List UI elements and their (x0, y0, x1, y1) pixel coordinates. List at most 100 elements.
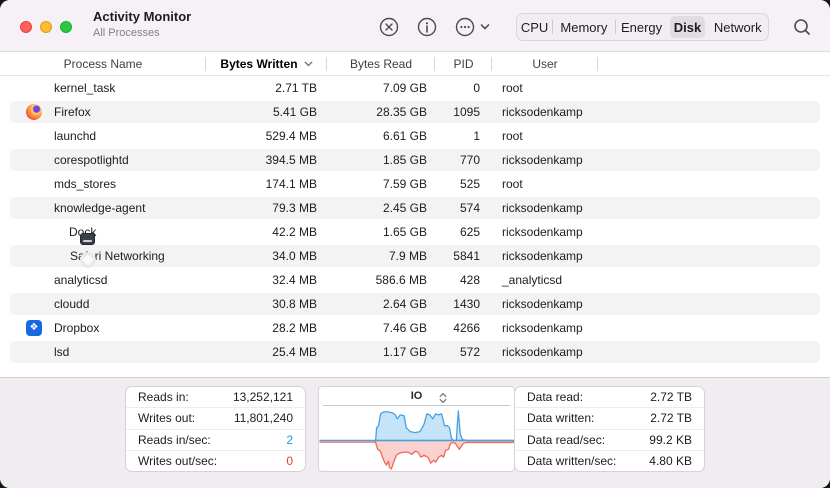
table-row[interactable]: Safari Networking 34.0 MB 7.9 MB 5841 rickso… (0, 244, 830, 268)
tab-energy[interactable]: Energy (616, 14, 668, 40)
more-options-button[interactable] (455, 17, 475, 37)
table-row[interactable]: corespotlightd 394.5 MB 1.85 GB 770 ricksode… (0, 148, 830, 172)
table-row[interactable]: Dock 42.2 MB 1.65 GB 625 ricksodenkamp (0, 220, 830, 245)
dock-icon (80, 233, 95, 245)
table-row[interactable]: cloudd 30.8 MB 2.64 GB 1430 ricksodenkamp (0, 292, 830, 316)
user-cell: ricksodenkamp (502, 153, 583, 167)
column-header-bytes-written[interactable]: Bytes Written (206, 52, 327, 75)
stat-value: 2.72 TB (650, 390, 692, 405)
pid-cell: 625 (459, 225, 480, 239)
process-name: Dropbox (54, 321, 100, 335)
tab-label: Memory (560, 19, 608, 35)
pid-cell: 0 (473, 81, 480, 95)
process-name-cell: kernel_task (0, 76, 206, 100)
bytes-written-cell: 32.4 MB (272, 273, 317, 287)
tab-disk[interactable]: Disk (668, 14, 706, 40)
bytes-read-cell: 1.65 GB (382, 225, 427, 239)
user-cell: ricksodenkamp (502, 105, 583, 119)
stat-row: Data read: 2.72 TB (515, 387, 704, 407)
tab-cpu[interactable]: CPU (517, 14, 552, 40)
pid-cell: 574 (459, 201, 480, 215)
io-chart-selector[interactable]: IO (323, 387, 510, 406)
table-row[interactable]: kernel_task 2.71 TB 7.09 GB 0 root (0, 76, 830, 100)
tab-network[interactable]: Network (707, 14, 768, 40)
table-row[interactable]: ❖ Dropbox 28.2 MB 7.46 GB 4266 ricksodenkamp (0, 316, 830, 340)
stat-row: Reads in/sec: 2 (126, 428, 305, 450)
column-separator (205, 57, 206, 71)
column-header-user[interactable]: User (492, 52, 598, 75)
bytes-written-cell: 2.71 TB (275, 81, 317, 95)
user-cell: ricksodenkamp (502, 297, 583, 311)
process-name: Firefox (54, 105, 91, 119)
bytes-written-cell: 394.5 MB (265, 153, 317, 167)
stepper-icon (439, 391, 447, 409)
stat-value: 99.2 KB (649, 432, 692, 447)
user-cell: ricksodenkamp (502, 321, 583, 335)
view-tab-bar: CPU Memory Energy Disk Network (516, 13, 769, 41)
pid-cell: 5841 (453, 249, 480, 263)
user-cell: ricksodenkamp (502, 225, 583, 239)
safari-networking-icon (80, 252, 96, 268)
bytes-read-cell: 7.46 GB (382, 321, 427, 335)
user-cell: root (502, 129, 523, 143)
titlebar: Activity Monitor All Processes CPU Memory… (0, 0, 830, 52)
zoom-button[interactable] (60, 21, 72, 33)
stat-label: Data read/sec: (527, 432, 606, 447)
column-header-pid[interactable]: PID (435, 52, 492, 75)
process-name: kernel_task (54, 81, 116, 95)
bytes-read-cell: 1.85 GB (382, 153, 427, 167)
footer-stats-panel: Reads in: 13,252,121 Writes out: 11,801,240… (0, 377, 830, 488)
segment-divider (614, 20, 616, 34)
column-header-process-name[interactable]: Process Name (0, 52, 206, 75)
stat-label: Reads in: (138, 390, 189, 405)
chevron-down-icon (479, 22, 491, 32)
process-name: lsd (54, 345, 70, 359)
column-label: PID (453, 56, 474, 71)
process-name: cloudd (54, 297, 90, 311)
inspect-button[interactable] (417, 17, 437, 37)
table-row[interactable]: lsd 25.4 MB 1.17 GB 572 ricksodenkamp (0, 340, 830, 364)
table-row[interactable]: analyticsd 32.4 MB 586.6 MB 428 _analyticsd (0, 268, 830, 292)
firefox-icon (26, 104, 42, 120)
stat-row: Data read/sec: 99.2 KB (515, 428, 704, 450)
tab-memory[interactable]: Memory (553, 14, 615, 40)
stat-row: Writes out/sec: 0 (126, 449, 305, 471)
data-volume-stats-box: Data read: 2.72 TB Data written: 2.72 TB Dat… (514, 386, 705, 472)
quit-process-icon (379, 17, 399, 37)
process-name-cell: knowledge-agent (0, 196, 206, 220)
bytes-read-cell: 586.6 MB (375, 273, 427, 287)
minimize-button[interactable] (40, 21, 52, 33)
stat-value: 4.80 KB (649, 453, 692, 468)
process-name: mds_stores (54, 177, 117, 191)
table-row[interactable]: launchd 529.4 MB 6.61 GB 1 root (0, 124, 830, 148)
pid-cell: 1095 (453, 105, 480, 119)
stat-label: Writes out: (138, 411, 196, 426)
bytes-written-cell: 25.4 MB (272, 345, 317, 359)
stat-row: Writes out: 11,801,240 (126, 407, 305, 428)
io-chart-panel: IO (318, 386, 515, 472)
column-header-bytes-read[interactable]: Bytes Read (327, 52, 435, 75)
stat-label: Writes out/sec: (138, 453, 218, 468)
selected-tab-highlight (670, 16, 705, 38)
column-separator (597, 57, 598, 71)
table-row[interactable]: mds_stores 174.1 MB 7.59 GB 525 root (0, 172, 830, 196)
table-row[interactable]: knowledge-agent 79.3 MB 2.45 GB 574 ricksode… (0, 196, 830, 220)
process-name: knowledge-agent (54, 201, 146, 215)
column-label: User (532, 56, 558, 71)
bytes-read-cell: 7.9 MB (388, 249, 427, 263)
search-button[interactable] (792, 17, 812, 37)
segment-divider (552, 20, 554, 34)
pid-cell: 525 (459, 177, 480, 191)
column-label: Bytes Written (220, 56, 298, 71)
stat-value: 13,252,121 (232, 390, 293, 405)
table-header: Process Name Bytes Written Bytes Read PID Us… (0, 52, 830, 76)
dropbox-icon: ❖ (26, 320, 42, 336)
search-icon (792, 17, 812, 37)
more-options-chevron[interactable] (479, 22, 491, 32)
user-cell: ricksodenkamp (502, 345, 583, 359)
bytes-written-cell: 79.3 MB (272, 201, 317, 215)
close-button[interactable] (20, 21, 32, 33)
quit-process-button[interactable] (379, 17, 399, 37)
table-row[interactable]: Firefox 5.41 GB 28.35 GB 1095 ricksodenkamp (0, 100, 830, 124)
